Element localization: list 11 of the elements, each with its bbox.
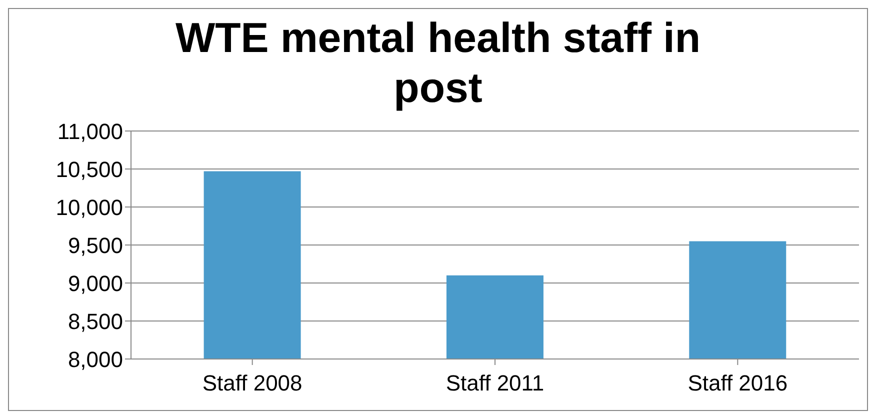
chart-title: WTE mental health staff in post	[174, 13, 702, 113]
x-tick-label: Staff 2011	[446, 370, 544, 396]
y-tick-label: 10,000	[56, 194, 123, 220]
y-tick-label: 9,000	[68, 270, 123, 296]
y-tick-label: 8,500	[68, 308, 123, 334]
x-tick-label: Staff 2008	[202, 370, 302, 396]
x-tick-label: Staff 2016	[688, 370, 788, 396]
y-tick-label: 9,500	[68, 232, 123, 258]
y-tick-label: 8,000	[68, 346, 123, 372]
y-tick-label: 10,500	[56, 156, 123, 182]
y-tick-label: 11,000	[57, 118, 123, 144]
